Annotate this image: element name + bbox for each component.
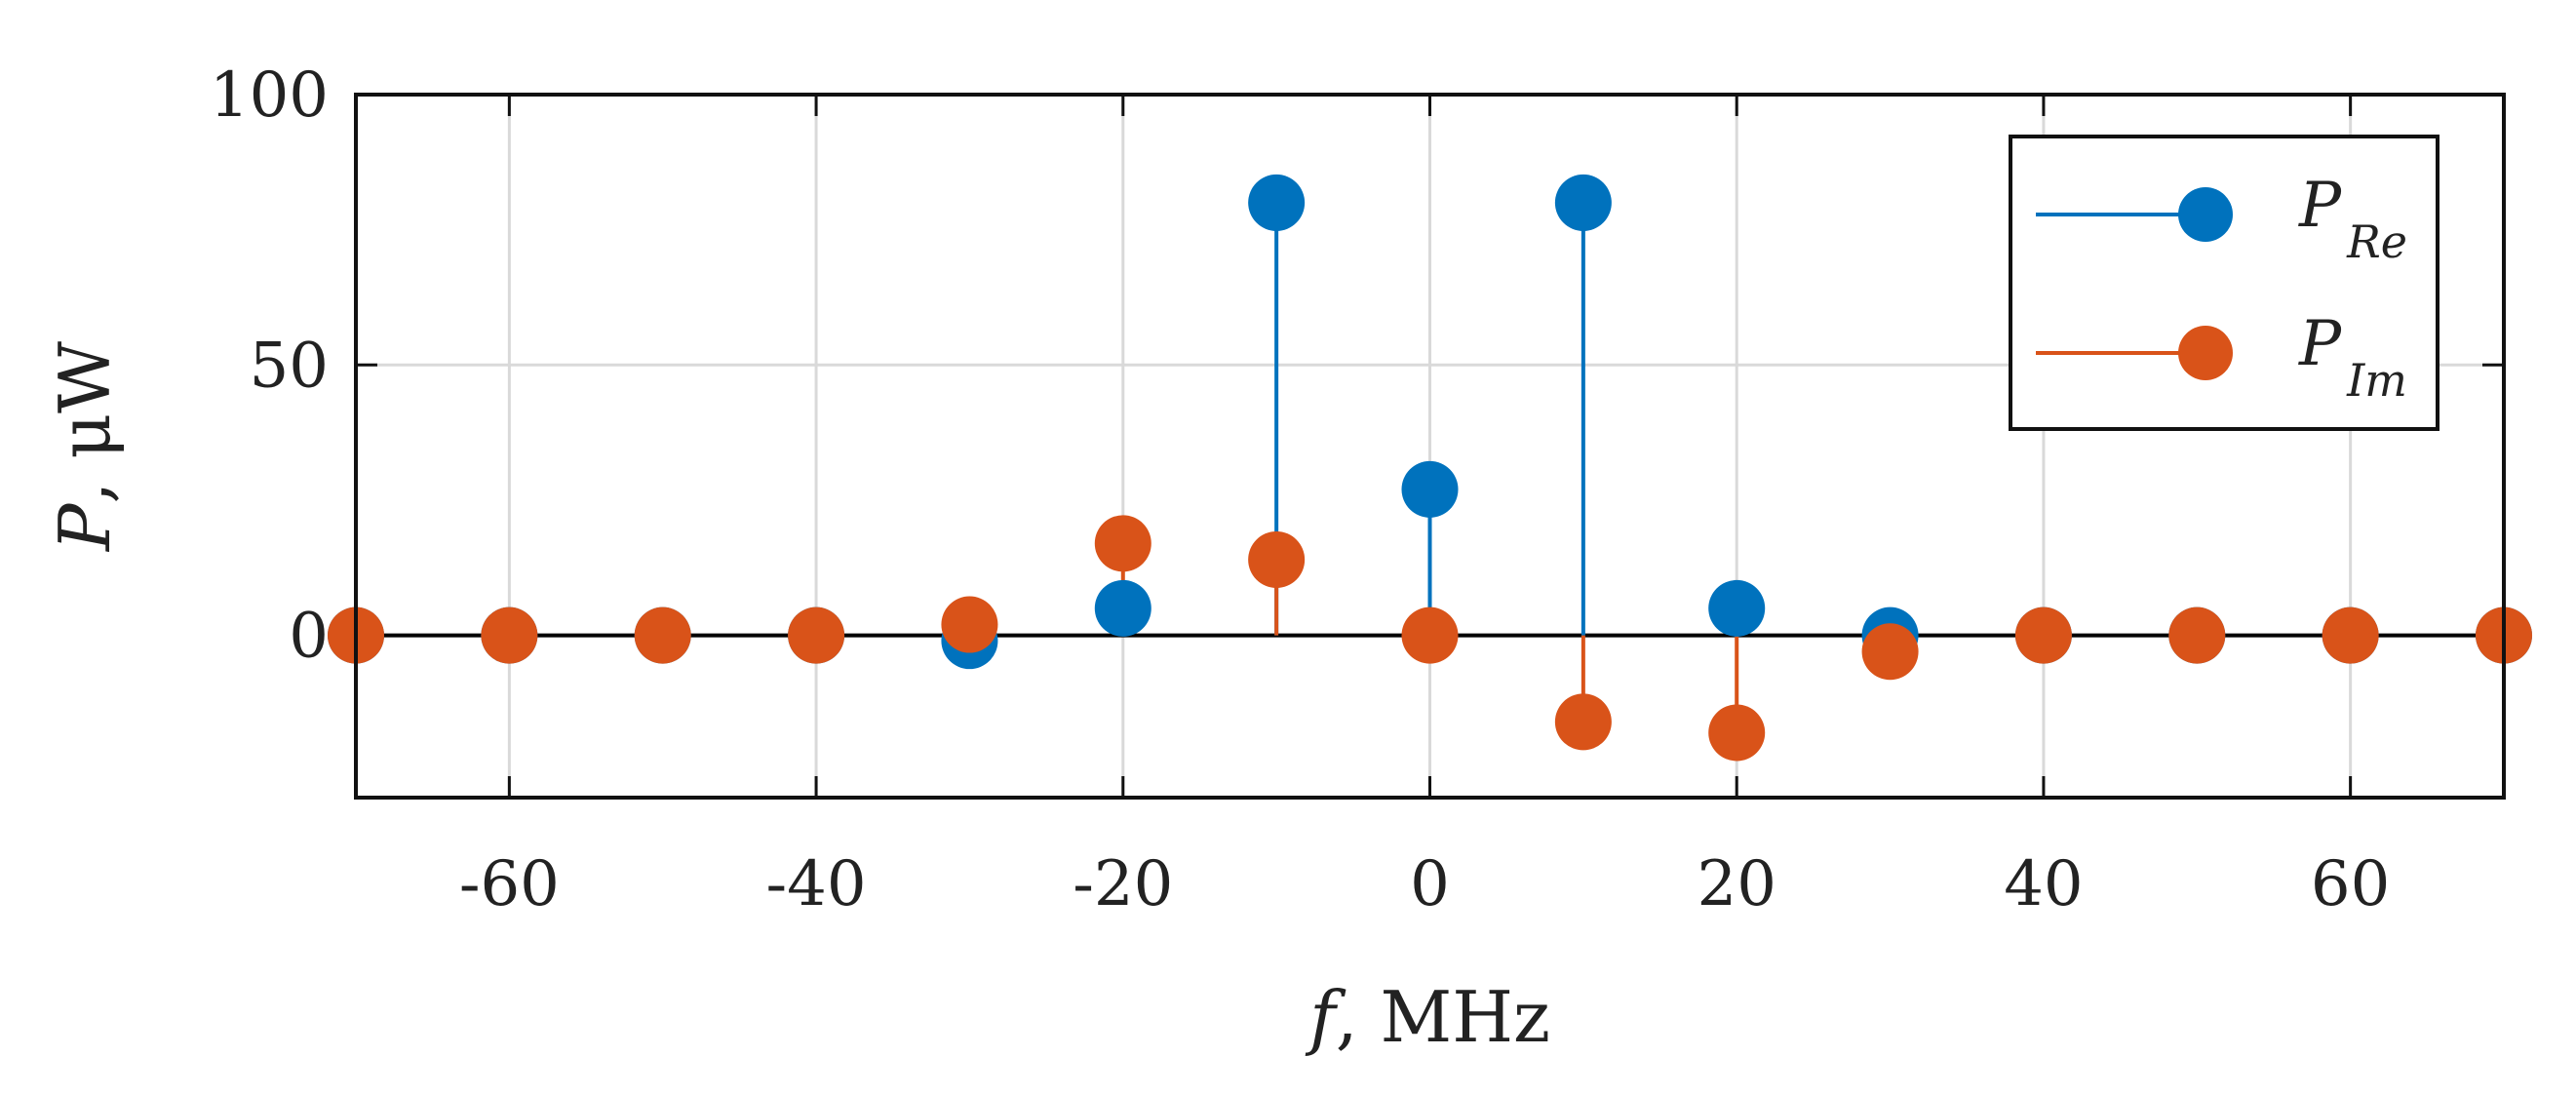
legend-label: P Im [2298,308,2407,407]
legend-label-subscript: Re [2346,215,2407,268]
legend: P ReP Im [2009,135,2439,431]
x-tick-label: 20 [1697,848,1776,920]
legend-entry: P Im [2036,308,2407,407]
x-tick-label: 40 [2004,848,2083,920]
marker-p-im [2322,606,2379,664]
marker-p-im [1248,530,1306,588]
legend-entries: P ReP Im [2036,170,2407,407]
x-tick-label: 60 [2311,848,2390,920]
marker-p-im [634,606,691,664]
legend-label-main: P [2298,170,2342,242]
marker-p-im [1554,693,1612,751]
marker-p-re [1554,174,1612,231]
stem-markers [328,174,2532,762]
x-axis-unit: , MHz [1336,976,1550,1058]
marker-p-im [1094,515,1151,572]
marker-p-im [788,606,845,664]
marker-p-im [2014,606,2072,664]
y-axis-variable: P [44,502,126,553]
legend-label: P Re [2298,170,2407,268]
marker-p-re [1248,174,1306,231]
legend-marker [2178,326,2233,380]
marker-p-im [481,606,538,664]
x-tick-label: 0 [1410,848,1450,920]
y-tick-label: 0 [289,601,329,673]
y-tick-label: 100 [210,59,329,132]
legend-box [2009,135,2439,431]
marker-p-im [2168,606,2226,664]
x-tick-label: -20 [1073,848,1173,920]
marker-p-re [1094,579,1151,637]
marker-p-im [1861,623,1919,681]
marker-p-im [941,596,998,653]
legend-label-main: P [2298,308,2342,380]
plot-frame [354,93,2506,800]
legend-entry: P Re [2036,170,2407,268]
marker-p-im [1401,606,1459,664]
y-axis-title: P, μW [44,341,126,553]
y-axis-unit: , μW [44,341,126,504]
x-tick-label: -40 [766,848,867,920]
legend-marker [2178,187,2233,242]
legend-label-subscript: Im [2346,354,2407,407]
y-tick-label: 50 [250,330,329,402]
x-axis-title: f, MHz [1305,976,1550,1058]
x-tick-label: -60 [459,848,560,920]
marker-p-re [1708,579,1766,637]
marker-p-im [1708,704,1766,762]
marker-p-re [1401,460,1459,518]
tick-labels: -60 -40 -20 0 20 40 60 0 50 100 [210,59,2391,920]
